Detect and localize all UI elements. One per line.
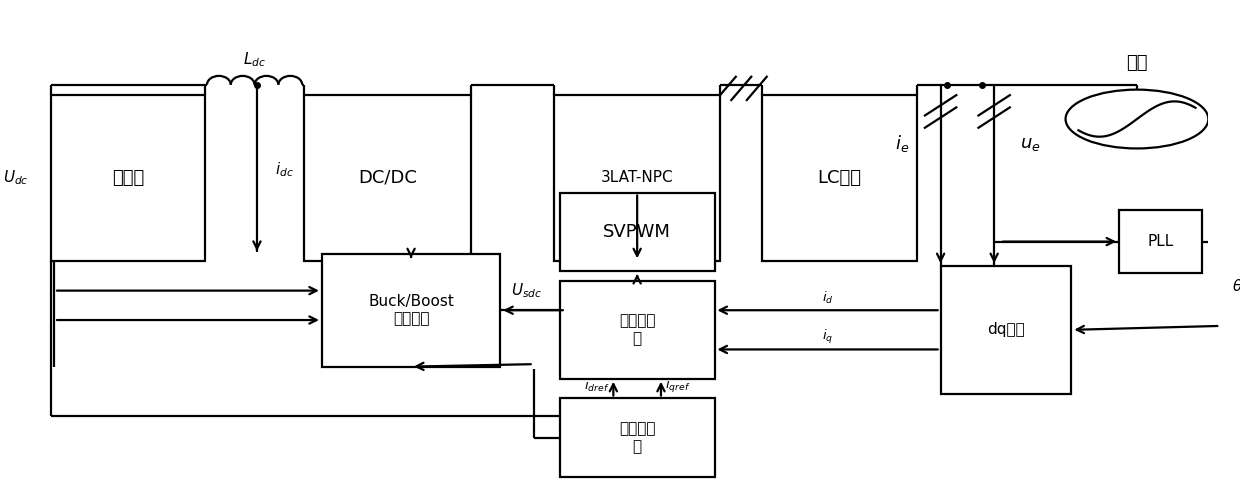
Text: 电网: 电网	[1126, 54, 1148, 72]
Bar	[559, 398, 714, 477]
Bar	[559, 193, 714, 271]
Text: PLL: PLL	[1148, 234, 1174, 249]
Text: 电流控制
器: 电流控制 器	[619, 314, 656, 346]
Text: $i_{dref}$: $i_{dref}$	[584, 378, 610, 394]
Bar	[304, 95, 470, 261]
Text: $i_{qref}$: $i_{qref}$	[665, 377, 689, 395]
Text: DC/DC: DC/DC	[358, 169, 417, 187]
Text: $\theta$: $\theta$	[1233, 278, 1240, 294]
Bar	[554, 95, 720, 261]
Text: $L_{dc}$: $L_{dc}$	[243, 50, 267, 69]
Text: LC滤波: LC滤波	[817, 169, 862, 187]
Bar	[763, 95, 916, 261]
Bar	[559, 281, 714, 379]
Text: $U_{dc}$: $U_{dc}$	[4, 169, 29, 187]
Bar	[941, 266, 1071, 393]
Text: $U_{sdc}$: $U_{sdc}$	[511, 282, 542, 300]
Text: Buck/Boost
控制模块: Buck/Boost 控制模块	[368, 294, 454, 326]
Bar	[1118, 210, 1203, 274]
Text: 电池组: 电池组	[112, 169, 144, 187]
Bar	[51, 95, 205, 261]
Text: $i_{dc}$: $i_{dc}$	[275, 160, 294, 178]
Bar	[322, 254, 500, 367]
Text: dq变换: dq变换	[987, 322, 1025, 337]
Text: $i_q$: $i_q$	[822, 328, 833, 346]
Text: SVPWM: SVPWM	[603, 223, 671, 241]
Text: 3LAT-NPC: 3LAT-NPC	[601, 171, 673, 185]
Text: 电压控制
器: 电压控制 器	[619, 422, 656, 454]
Text: $u_e$: $u_e$	[1019, 135, 1040, 152]
Text: $i_e$: $i_e$	[895, 133, 910, 154]
Text: $i_d$: $i_d$	[822, 290, 833, 306]
